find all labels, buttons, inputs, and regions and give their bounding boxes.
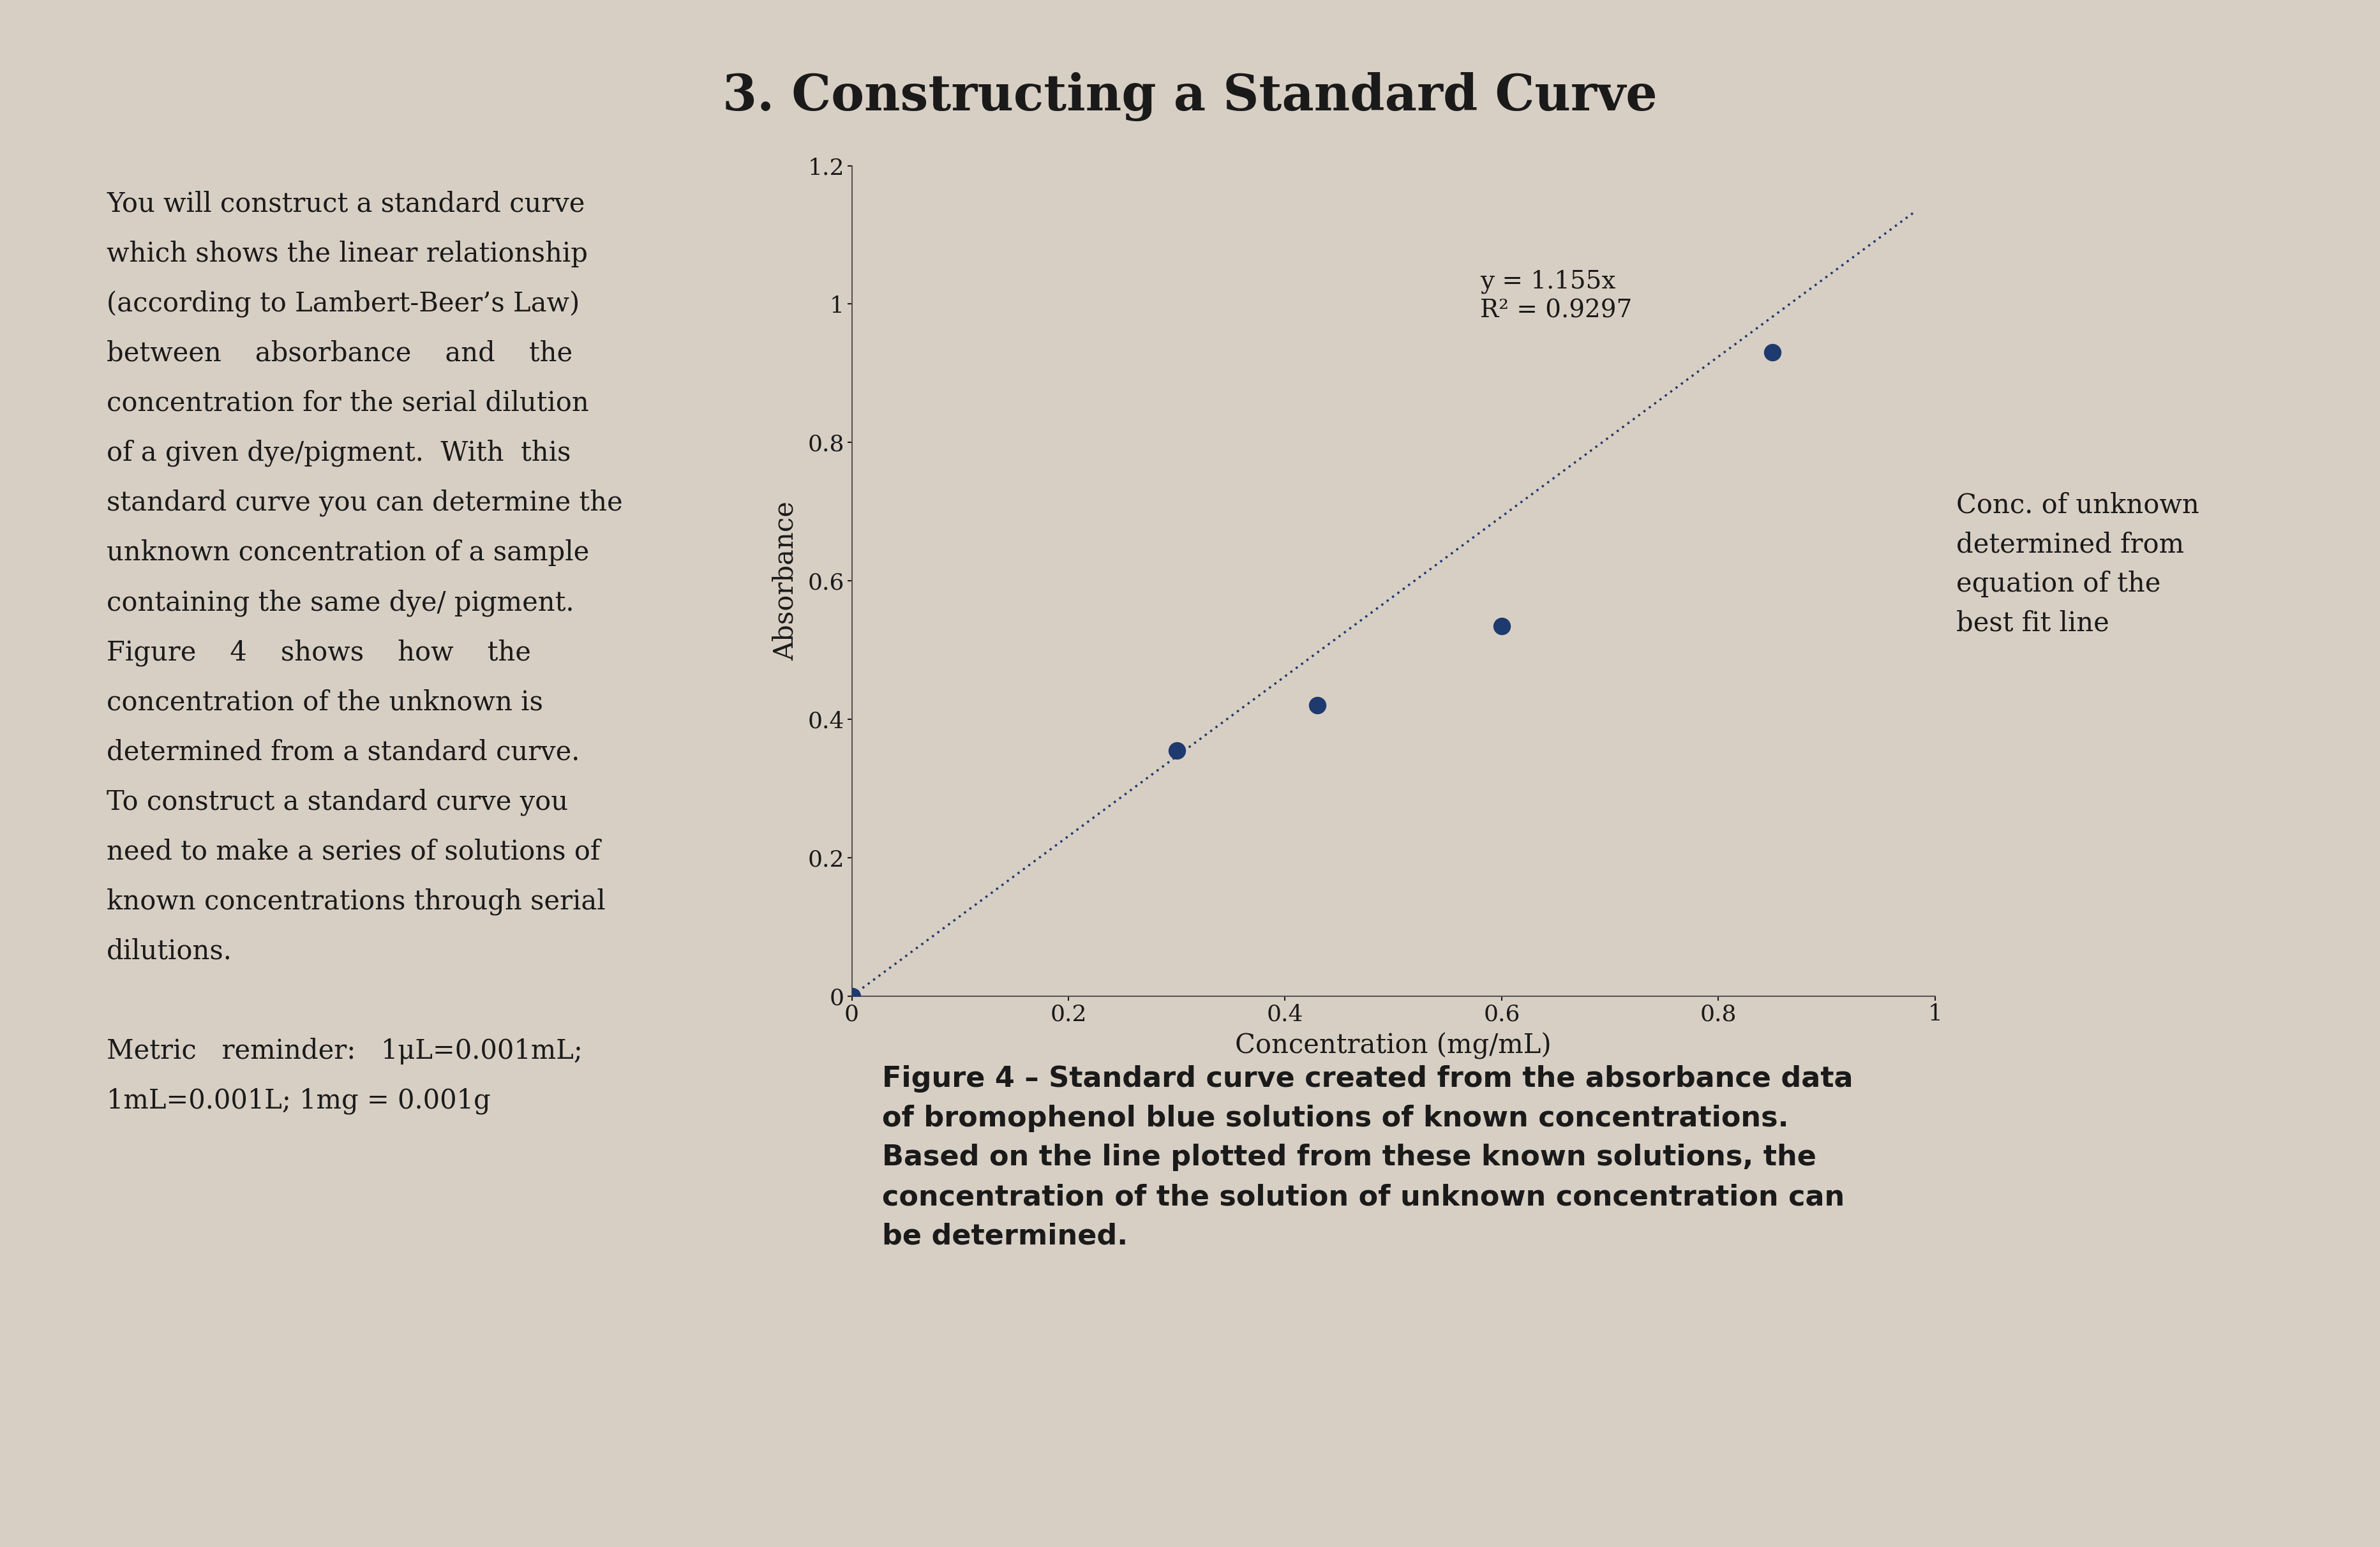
Text: which shows the linear relationship: which shows the linear relationship: [107, 240, 588, 268]
Text: You will construct a standard curve: You will construct a standard curve: [107, 190, 585, 218]
Text: between    absorbance    and    the: between absorbance and the: [107, 340, 574, 367]
Text: Conc. of unknown
determined from
equation of the
best fit line: Conc. of unknown determined from equatio…: [1956, 492, 2199, 637]
Text: 3. Constructing a Standard Curve: 3. Constructing a Standard Curve: [724, 73, 1656, 121]
Text: containing the same dye/ pigment.: containing the same dye/ pigment.: [107, 589, 574, 616]
Point: [1754, 340, 1792, 365]
Point: [833, 984, 871, 1009]
Point: [1483, 614, 1521, 639]
Text: concentration for the serial dilution: concentration for the serial dilution: [107, 390, 588, 416]
Point: [1157, 738, 1195, 763]
Text: 1mL=0.001L; 1mg = 0.001g: 1mL=0.001L; 1mg = 0.001g: [107, 1088, 490, 1114]
Text: dilutions.: dilutions.: [107, 937, 233, 965]
Text: To construct a standard curve you: To construct a standard curve you: [107, 789, 569, 815]
Text: concentration of the unknown is: concentration of the unknown is: [107, 688, 543, 716]
Y-axis label: Absorbance: Absorbance: [771, 501, 800, 661]
Text: Metric   reminder:   1μL=0.001mL;: Metric reminder: 1μL=0.001mL;: [107, 1038, 583, 1064]
Point: [1299, 693, 1338, 718]
Text: standard curve you can determine the: standard curve you can determine the: [107, 489, 624, 517]
X-axis label: Concentration (mg/mL): Concentration (mg/mL): [1235, 1032, 1552, 1060]
Text: (according to Lambert-Beer’s Law): (according to Lambert-Beer’s Law): [107, 291, 581, 317]
Text: Figure    4    shows    how    the: Figure 4 shows how the: [107, 639, 531, 667]
Text: need to make a series of solutions of: need to make a series of solutions of: [107, 838, 600, 865]
Text: known concentrations through serial: known concentrations through serial: [107, 888, 605, 916]
Text: Figure 4 – Standard curve created from the absorbance data
of bromophenol blue s: Figure 4 – Standard curve created from t…: [883, 1066, 1854, 1250]
Text: determined from a standard curve.: determined from a standard curve.: [107, 738, 581, 766]
Text: unknown concentration of a sample: unknown concentration of a sample: [107, 540, 590, 566]
Text: y = 1.155x
R² = 0.9297: y = 1.155x R² = 0.9297: [1480, 269, 1633, 323]
Text: of a given dye/pigment.  With  this: of a given dye/pigment. With this: [107, 439, 571, 467]
